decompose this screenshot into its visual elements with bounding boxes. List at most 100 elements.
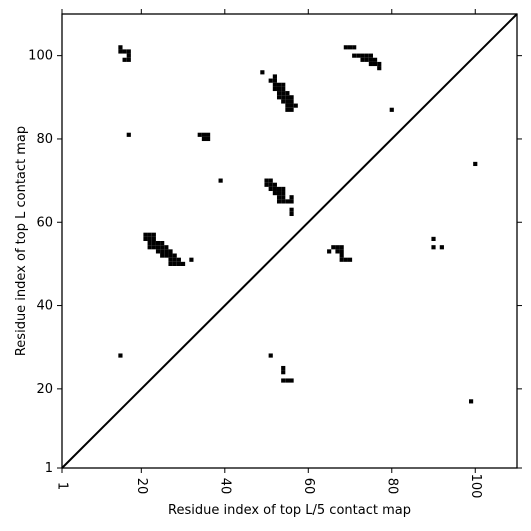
contact-cell-upper: [264, 182, 269, 187]
contact-cell-upper: [339, 249, 344, 254]
contact-cell-upper: [289, 195, 294, 200]
contact-cell-upper: [364, 53, 369, 58]
contact-cell-upper: [143, 232, 148, 237]
x-tick-label: 60: [301, 478, 316, 495]
contact-cell-upper: [281, 86, 286, 92]
contact-cell-upper: [143, 236, 148, 241]
contact-cell-lower: [285, 378, 290, 383]
contact-cell-upper: [281, 91, 286, 96]
contact-cell-upper: [285, 107, 290, 112]
contact-cell-upper: [372, 61, 378, 67]
contact-cell-upper: [164, 253, 169, 258]
y-tick-label: 60: [36, 215, 53, 230]
contact-cell-upper: [389, 107, 394, 112]
contact-cell-lower: [281, 365, 286, 371]
contact-cell-upper: [147, 232, 152, 237]
contact-cell-upper: [335, 249, 340, 254]
contact-cell-upper: [327, 249, 332, 254]
contact-cell-upper: [126, 49, 131, 54]
contact-cell-upper: [168, 253, 173, 258]
contact-cell-upper: [155, 249, 161, 254]
contact-cell-upper: [272, 78, 277, 83]
y-tick-label: 40: [36, 299, 53, 314]
y-axis-label: Residue index of top L contact map: [14, 126, 29, 356]
contact-cell-upper: [276, 195, 282, 200]
contact-cell-upper: [151, 241, 156, 246]
contact-cell-upper: [364, 57, 369, 62]
contact-cell-upper: [431, 245, 436, 250]
contact-cell-upper: [285, 95, 290, 100]
contact-cell-upper: [276, 191, 282, 196]
contact-cell-upper: [289, 99, 294, 104]
contact-cell-upper: [160, 241, 165, 246]
contact-cell-upper: [289, 211, 294, 217]
contact-cell-upper: [260, 70, 265, 75]
contact-cell-upper: [285, 91, 290, 96]
contact-cell-upper: [172, 257, 177, 262]
contact-cell-upper: [285, 199, 290, 204]
contact-cell-upper: [201, 132, 207, 137]
contact-cell-upper: [197, 132, 202, 137]
y-tick-label: 100: [28, 49, 53, 64]
plot-area: [61, 13, 518, 469]
contact-cell-lower: [268, 353, 273, 358]
contact-cell-upper: [339, 257, 344, 262]
x-tick-label: 100: [468, 474, 483, 499]
contact-cell-upper: [339, 253, 344, 258]
contact-cell-lower: [118, 353, 123, 358]
contact-cell-upper: [172, 261, 177, 266]
contact-cell-upper: [168, 249, 173, 254]
contact-cell-upper: [147, 245, 152, 250]
contact-cell-upper: [126, 53, 131, 58]
contact-cell-upper: [289, 199, 294, 204]
contact-cell-upper: [268, 78, 273, 83]
contact-cell-upper: [276, 186, 282, 192]
contact-cell-upper: [272, 182, 277, 187]
x-tick-label: 20: [134, 478, 149, 495]
contact-cell-upper: [352, 45, 357, 50]
contact-cell-upper: [343, 45, 348, 50]
contact-cell-upper: [272, 82, 277, 87]
contact-cell-upper: [176, 261, 181, 266]
contact-cell-lower: [281, 370, 286, 375]
contact-cell-upper: [160, 253, 165, 258]
contact-cell-upper: [285, 99, 290, 104]
contact-cell-upper: [439, 245, 444, 250]
x-tick-label: 40: [217, 478, 232, 495]
contact-cell-upper: [276, 199, 282, 204]
contact-cell-upper: [189, 257, 194, 262]
y-tick-label: 20: [36, 382, 53, 397]
contact-cell-upper: [281, 95, 286, 100]
contact-cell-upper: [293, 103, 298, 108]
contact-cell-upper: [285, 103, 290, 108]
contact-cell-upper: [352, 53, 357, 58]
contact-cell-upper: [372, 57, 378, 62]
contact-cell-upper: [147, 241, 152, 246]
contact-cell-upper: [473, 161, 478, 167]
contact-cell-upper: [122, 49, 127, 54]
contact-cell-upper: [281, 99, 286, 104]
contact-cell-upper: [218, 178, 223, 183]
contact-cell-upper: [160, 249, 165, 254]
contact-cell-upper: [164, 245, 169, 250]
x-tick-label: 1: [55, 482, 70, 490]
contact-cell-upper: [289, 95, 294, 100]
contact-cell-upper: [281, 199, 286, 204]
contact-cell-upper: [160, 245, 165, 250]
contact-cell-upper: [176, 257, 181, 262]
contact-cell-upper: [289, 103, 294, 108]
contact-cell-upper: [343, 257, 348, 262]
contact-cell-upper: [276, 86, 282, 92]
contact-cell-upper: [281, 191, 286, 196]
contact-cell-upper: [289, 107, 294, 112]
contact-cell-upper: [377, 61, 382, 67]
contact-cell-upper: [118, 45, 123, 50]
x-tick-label: 80: [384, 478, 399, 495]
contact-cell-upper: [272, 86, 277, 92]
contact-cell-upper: [201, 136, 207, 142]
contact-cell-upper: [281, 82, 286, 87]
contact-cell-upper: [122, 57, 127, 62]
contact-cell-upper: [347, 257, 353, 262]
contact-cell-lower: [289, 378, 294, 383]
contact-cell-upper: [431, 236, 436, 241]
